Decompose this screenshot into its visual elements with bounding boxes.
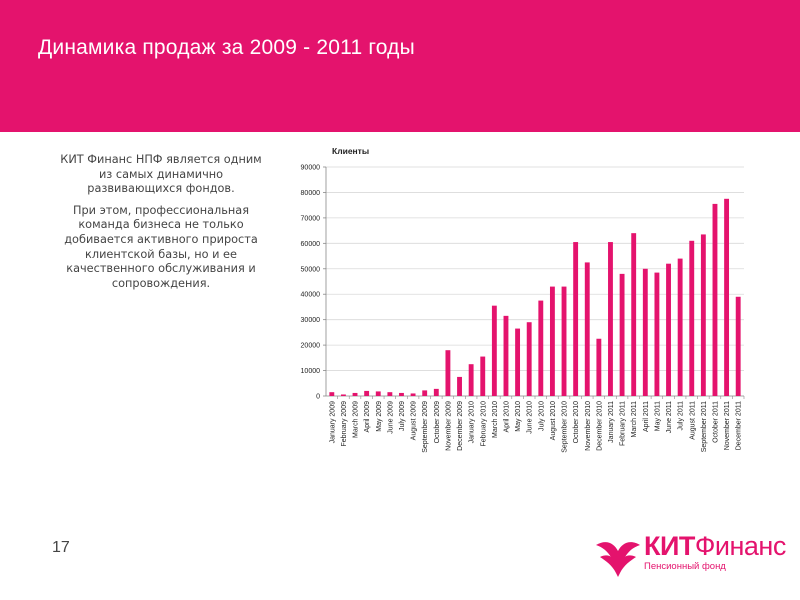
bar — [340, 394, 346, 396]
bar — [549, 286, 555, 396]
bar — [538, 300, 544, 396]
x-tick-label: September 2011 — [701, 401, 708, 452]
x-tick-label: June 2011 — [666, 401, 673, 433]
x-tick-label: May 2009 — [376, 401, 383, 432]
bar — [329, 392, 335, 396]
bar — [433, 388, 439, 396]
y-tick-label: 20000 — [301, 343, 321, 350]
x-tick-label: May 2011 — [654, 401, 661, 431]
y-tick-label: 50000 — [301, 266, 321, 273]
x-tick-label: February 2010 — [480, 401, 487, 447]
x-tick-label: December 2010 — [596, 401, 603, 451]
bar — [410, 393, 416, 396]
bar — [491, 305, 497, 396]
bar — [457, 376, 462, 396]
x-tick-label: August 2009 — [411, 401, 418, 440]
bar — [642, 268, 648, 396]
x-tick-label: March 2011 — [631, 401, 638, 438]
bar — [666, 263, 671, 396]
paragraph-2: При этом, профессиональная команда бизне… — [64, 203, 258, 290]
bar — [515, 328, 521, 396]
x-tick-label: April 2009 — [364, 401, 371, 433]
x-tick-label: August 2010 — [550, 401, 557, 440]
x-tick-label: January 2011 — [608, 401, 615, 443]
x-tick-label: October 2009 — [434, 401, 441, 444]
bar — [445, 350, 451, 396]
y-tick-label: 90000 — [301, 165, 321, 172]
y-tick-label: 0 — [316, 394, 320, 401]
y-tick-label: 80000 — [301, 190, 321, 197]
x-tick-label: May 2010 — [515, 401, 522, 432]
bar — [654, 272, 660, 396]
bar — [584, 262, 590, 396]
x-tick-label: November 2011 — [724, 401, 731, 450]
slide-title: Динамика продаж за 2009 - 2011 годы — [38, 36, 415, 59]
bar — [503, 315, 509, 396]
header-band — [0, 0, 800, 132]
bar — [724, 198, 730, 396]
description-text: КИТ Финанс НПФ является одним из самых д… — [58, 153, 264, 298]
x-tick-label: October 2010 — [573, 401, 580, 444]
bar — [526, 322, 532, 396]
bar — [375, 391, 381, 396]
x-tick-label: November 2010 — [585, 401, 592, 451]
bar — [631, 233, 637, 396]
x-tick-label: January 2010 — [469, 401, 476, 444]
bar — [561, 286, 567, 396]
bar — [387, 392, 393, 396]
x-tick-label: February 2011 — [620, 401, 627, 446]
page-number: 17 — [52, 539, 70, 556]
bars — [329, 198, 741, 396]
x-tick-label: September 2010 — [562, 401, 569, 453]
bar — [619, 273, 625, 396]
y-tick-label: 10000 — [301, 368, 321, 375]
x-tick-label: July 2011 — [678, 401, 685, 431]
x-tick-label: April 2011 — [643, 401, 650, 432]
bar — [399, 392, 404, 396]
bar — [468, 364, 474, 396]
x-tick-label: July 2010 — [538, 401, 545, 431]
y-tick-label: 70000 — [301, 215, 321, 222]
x-tick-label: January 2009 — [329, 401, 336, 444]
paragraph-1: КИТ Финанс НПФ является одним из самых д… — [60, 153, 262, 196]
kit-finance-logo: КИТФинанс Пенсионный фонд — [592, 527, 786, 579]
x-tick-label: November 2009 — [445, 401, 452, 451]
axes — [323, 166, 745, 399]
logo-wordmark: КИТФинанс — [644, 531, 786, 562]
bar — [480, 356, 486, 396]
y-tick-label: 40000 — [301, 292, 321, 299]
tick-labels: 0 10000 20000 30000 40000 50000 60000 70000 8000… — [301, 165, 743, 453]
bar — [596, 338, 602, 396]
bar — [364, 390, 370, 396]
grid-lines — [326, 166, 744, 371]
chart-title: Клиенты — [332, 146, 369, 156]
x-tick-label: December 2011 — [736, 401, 743, 450]
x-tick-label: September 2009 — [422, 401, 429, 453]
bar — [677, 258, 683, 396]
bar — [700, 234, 706, 396]
x-tick-label: July 2009 — [399, 401, 406, 431]
logo-brand-regular: Финанс — [694, 531, 786, 561]
x-tick-label: March 2009 — [353, 401, 360, 438]
x-tick-label: April 2010 — [503, 401, 510, 433]
x-tick-label: June 2009 — [387, 401, 394, 434]
bar — [352, 392, 358, 396]
bar — [608, 242, 613, 396]
x-tick-label: June 2010 — [527, 401, 534, 434]
x-tick-label: October 2011 — [712, 401, 719, 443]
bar — [735, 296, 741, 396]
x-tick-label: December 2009 — [457, 401, 464, 451]
x-tick-label: March 2010 — [492, 401, 499, 438]
bar — [422, 390, 428, 396]
bar — [573, 242, 579, 396]
leaf-emblem-icon — [596, 542, 640, 577]
bar — [712, 203, 718, 396]
y-tick-label: 60000 — [301, 241, 321, 248]
y-tick-label: 30000 — [301, 317, 321, 324]
bar — [689, 240, 695, 396]
x-tick-label: August 2011 — [689, 401, 696, 440]
logo-brand-bold: КИТ — [644, 531, 695, 561]
logo-subtitle: Пенсионный фонд — [644, 561, 726, 572]
x-tick-label: February 2009 — [341, 401, 348, 447]
